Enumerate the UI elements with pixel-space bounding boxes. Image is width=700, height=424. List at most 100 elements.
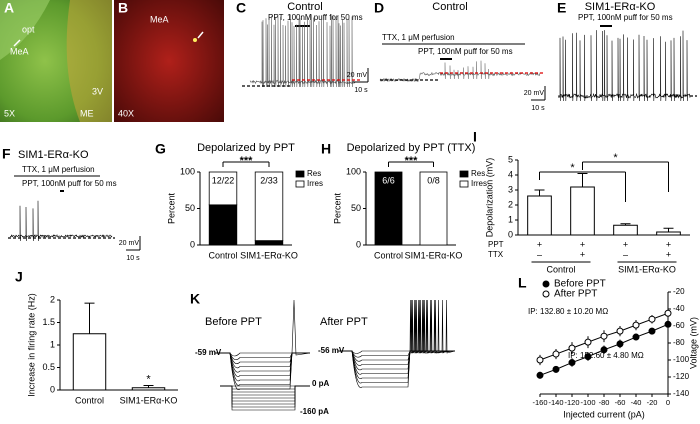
x-tick-label: -20 xyxy=(647,398,658,407)
bar-label: 2/33 xyxy=(260,175,278,185)
trace xyxy=(215,352,310,386)
scale-label: 20 mV xyxy=(524,90,545,97)
bar xyxy=(656,231,681,236)
row-label: TTX xyxy=(488,250,504,259)
marker xyxy=(632,333,640,341)
y-tick-label: -60 xyxy=(673,321,685,330)
panel-title: Control xyxy=(432,1,467,13)
y-tick-label: 2 xyxy=(50,294,55,304)
bar xyxy=(613,224,638,236)
y-tick-label: -20 xyxy=(673,287,685,296)
legend-swatch xyxy=(459,170,469,178)
stimulus-label: PPT, 100nM puff for 50 ms xyxy=(578,13,673,22)
image-text: MeA xyxy=(150,14,169,24)
stimulus-label: PPT, 100nM puff for 50 ms xyxy=(22,179,117,188)
group-label: SIM1-ERα-KO xyxy=(618,264,676,274)
trace xyxy=(338,350,455,388)
x-tick-label: 0 xyxy=(666,398,670,407)
trace xyxy=(215,299,311,357)
y-tick-label: -100 xyxy=(673,355,690,364)
y-tick-label: -120 xyxy=(673,372,690,381)
x-tick-label: SIM1-ERα-KO xyxy=(120,395,178,405)
marker xyxy=(632,321,640,329)
x-tick-label: -80 xyxy=(599,398,610,407)
image-a-region xyxy=(0,0,50,60)
panel-label: L xyxy=(518,275,527,291)
chart-title: Depolarized by PPT xyxy=(197,142,295,154)
image-text: opt xyxy=(22,24,35,34)
panel-title: SIM1-ERα-KO xyxy=(18,149,89,161)
y-tick-label: 0.5 xyxy=(42,362,55,372)
trace xyxy=(9,200,113,242)
row-value: + xyxy=(666,249,671,259)
y-tick-label: -80 xyxy=(673,338,685,347)
perfusion-label: TTX, 1 μM perfusion xyxy=(22,165,95,174)
bar-segment xyxy=(374,171,403,246)
y-tick-label: 0 xyxy=(50,384,55,394)
row-value: + xyxy=(623,239,628,249)
bar-segment xyxy=(208,171,238,206)
legend-swatch xyxy=(295,170,305,178)
panel-label: H xyxy=(321,141,331,157)
cell-marker xyxy=(193,38,197,42)
marker xyxy=(568,359,576,367)
trace xyxy=(338,299,456,362)
y-axis-label: Percent xyxy=(166,192,176,224)
legend-label: Res xyxy=(471,169,485,178)
scale-label: 10 s xyxy=(126,255,140,262)
legend-label: Before PPT xyxy=(554,279,606,290)
y-axis-label: Depolarization (mV) xyxy=(484,158,494,238)
panel-title: Control xyxy=(287,1,322,13)
stimulus-step xyxy=(220,385,310,396)
x-tick-label: -60 xyxy=(615,398,626,407)
condition-label: Before PPT xyxy=(205,316,262,328)
marker xyxy=(584,353,592,361)
stimulus-label: PPT, 100nM puff for 50 ms xyxy=(418,47,513,56)
bar-label: 6/6 xyxy=(382,175,395,185)
scale-label: 20 mV xyxy=(347,72,368,79)
marker xyxy=(552,365,560,373)
row-label: PPT xyxy=(488,240,504,249)
chart-title: Depolarized by PPT (TTX) xyxy=(347,142,476,154)
y-tick-label: 100 xyxy=(180,166,195,176)
trace xyxy=(215,352,310,377)
rest-label: -56 mV xyxy=(318,346,345,355)
bar xyxy=(570,186,595,236)
bar-label: 0/8 xyxy=(427,175,440,185)
x-tick-label: -120 xyxy=(564,398,579,407)
x-tick-label: Control xyxy=(75,395,104,405)
legend-label: Irres xyxy=(471,179,487,188)
scale-label: 20 mV xyxy=(119,240,140,247)
perfusion-label: TTX, 1 μM perfusion xyxy=(382,33,455,42)
panel-label: J xyxy=(15,269,23,285)
image-text: 40X xyxy=(118,108,134,118)
bar xyxy=(527,195,552,236)
x-axis-label: Injected current (pA) xyxy=(563,409,645,419)
group-label: Control xyxy=(546,264,575,274)
y-tick-label: 1.5 xyxy=(42,317,55,327)
bar-segment xyxy=(419,171,448,246)
panel-label: F xyxy=(2,146,11,162)
image-a-region xyxy=(66,0,112,122)
annotation: IP: 152.60 ± 4.80 MΩ xyxy=(568,351,644,360)
x-tick-label: -100 xyxy=(580,398,595,407)
y-tick-label: 100 xyxy=(346,166,361,176)
panel-label: B xyxy=(118,0,128,16)
current-label: 0 pA xyxy=(312,379,330,388)
x-tick-label: -160 xyxy=(532,398,547,407)
x-tick-label: -40 xyxy=(631,398,642,407)
y-tick-label: 3 xyxy=(508,184,513,194)
bar-segment xyxy=(254,240,284,246)
trace xyxy=(338,299,456,358)
stimulus-step xyxy=(220,385,310,390)
image-text: 3V xyxy=(92,86,103,96)
row-value: – xyxy=(537,249,542,259)
row-value: – xyxy=(623,249,628,259)
panel-label: E xyxy=(557,0,566,16)
marker xyxy=(664,309,672,317)
y-tick-label: 0 xyxy=(190,239,195,249)
row-value: + xyxy=(666,239,671,249)
marker xyxy=(600,346,608,354)
stimulus-step xyxy=(220,385,310,402)
